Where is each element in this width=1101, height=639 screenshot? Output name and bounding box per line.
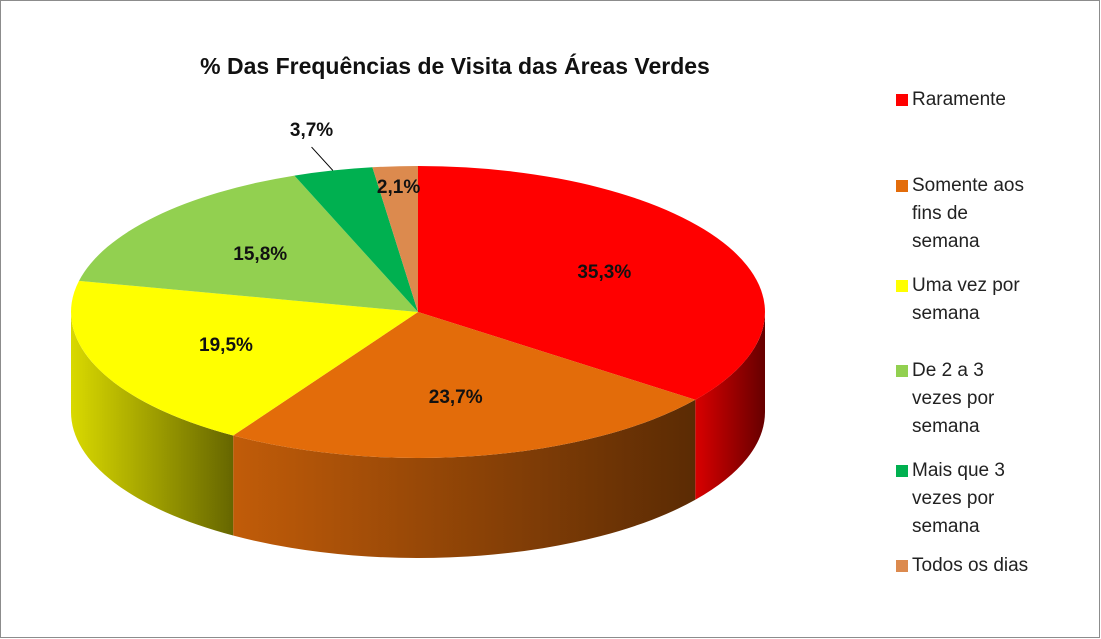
data-label: 23,7% bbox=[429, 387, 483, 408]
data-label: 35,3% bbox=[577, 262, 631, 283]
pie-slice-side bbox=[233, 399, 696, 558]
legend-label: Todos os dias bbox=[912, 555, 1029, 576]
data-label: 2,1% bbox=[377, 177, 420, 198]
legend-swatch bbox=[896, 94, 908, 106]
pie-slice bbox=[372, 166, 418, 312]
legend-label: De 2 a 3 vezes por semana bbox=[912, 360, 995, 437]
pie-slice bbox=[70, 280, 419, 436]
pie-slice bbox=[233, 312, 696, 459]
data-label: 19,5% bbox=[199, 335, 253, 356]
pie-slice bbox=[418, 166, 765, 400]
pie-slice-side bbox=[71, 312, 234, 536]
pie-slice-side bbox=[695, 312, 765, 500]
legend-swatch bbox=[896, 180, 908, 192]
chart-title: % Das Frequências de Visita das Áreas Ve… bbox=[200, 52, 710, 79]
data-label: 3,7% bbox=[290, 120, 333, 141]
legend-entry: Uma vez por semana bbox=[896, 272, 1030, 328]
legend-label: Somente aos fins de semana bbox=[912, 175, 1024, 252]
legend-entry: Raramente bbox=[896, 86, 1030, 114]
legend-entry: Somente aos fins de semana bbox=[896, 172, 1030, 256]
legend-swatch bbox=[896, 560, 908, 572]
legend-label: Mais que 3 vezes por semana bbox=[912, 460, 1005, 537]
legend-label: Uma vez por semana bbox=[912, 275, 1020, 324]
legend-swatch bbox=[896, 465, 908, 477]
pie-slice bbox=[78, 175, 419, 312]
pie-slice bbox=[294, 167, 418, 312]
data-label: 15,8% bbox=[233, 244, 287, 265]
legend-entry: Todos os dias bbox=[896, 552, 1030, 580]
legend-swatch bbox=[896, 280, 908, 292]
legend-entry: Mais que 3 vezes por semana bbox=[896, 457, 1030, 541]
legend-swatch bbox=[896, 365, 908, 377]
legend-entry: De 2 a 3 vezes por semana bbox=[896, 357, 1030, 441]
legend-label: Raramente bbox=[912, 89, 1006, 110]
leader-line bbox=[311, 146, 334, 171]
